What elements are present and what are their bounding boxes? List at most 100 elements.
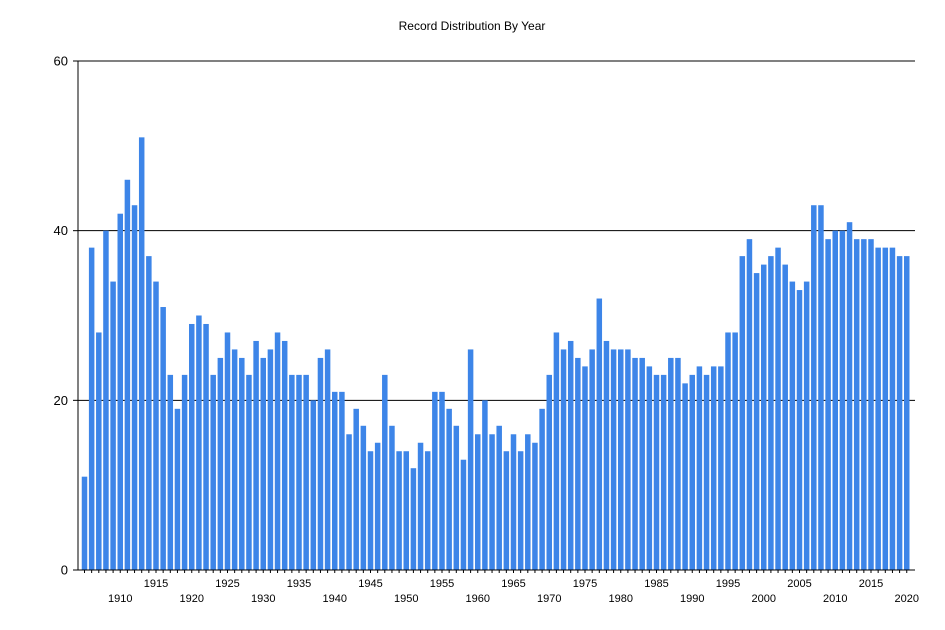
bar (274, 332, 281, 570)
bar (174, 408, 181, 570)
bar (825, 239, 831, 570)
bar (146, 256, 152, 570)
bar (896, 256, 903, 570)
bar (310, 400, 317, 570)
bar (153, 281, 159, 570)
x-tick-label: 2015 (859, 578, 883, 590)
x-tick-label: 1915 (144, 578, 168, 590)
bar (88, 247, 95, 570)
bar (718, 366, 724, 570)
bar (353, 408, 359, 570)
bar (782, 264, 788, 570)
bar (346, 434, 352, 570)
y-axis-ticks: 0 20 40 60 (54, 54, 78, 578)
bar (589, 349, 595, 570)
bar (875, 247, 881, 570)
bar (403, 451, 409, 570)
bar (567, 340, 574, 570)
x-tick-label: 1985 (644, 578, 668, 590)
bar (846, 222, 853, 570)
bar (525, 434, 531, 570)
bar (432, 391, 438, 570)
bar (124, 179, 131, 570)
bar (167, 374, 174, 570)
x-tick-label: 1940 (323, 593, 347, 605)
bar (596, 298, 603, 570)
x-tick-label: 1990 (680, 593, 704, 605)
x-tick-label: 1955 (430, 578, 454, 590)
bar (539, 408, 545, 570)
bar (725, 332, 731, 570)
bar (882, 247, 889, 570)
bar (696, 366, 703, 570)
bar (446, 408, 452, 570)
bar (117, 213, 123, 570)
bar (417, 442, 424, 570)
bar (803, 281, 810, 570)
bar (839, 230, 846, 571)
bar (267, 349, 274, 570)
bar (653, 374, 660, 570)
bar (625, 349, 631, 570)
bar (732, 332, 738, 570)
x-tick-label: 2010 (823, 593, 847, 605)
bar (210, 374, 216, 570)
bar (96, 332, 102, 570)
x-tick-label: 1950 (394, 593, 418, 605)
bar (904, 256, 910, 570)
bar (510, 434, 517, 570)
bar (453, 425, 460, 570)
bar (231, 349, 238, 570)
bar (746, 239, 753, 570)
bar (389, 425, 395, 570)
bar (861, 239, 867, 570)
bar (789, 281, 796, 570)
bar (768, 256, 774, 570)
x-tick-label: 1935 (287, 578, 311, 590)
bar (682, 383, 688, 570)
x-tick-label: 1945 (358, 578, 382, 590)
bar (703, 374, 710, 570)
bar (503, 451, 510, 570)
bar (81, 476, 88, 570)
bar (761, 264, 767, 570)
bar (517, 451, 524, 570)
bar (246, 374, 252, 570)
bar (203, 323, 209, 570)
x-tick-label: 1965 (501, 578, 525, 590)
bar (339, 391, 345, 570)
bar (639, 357, 645, 570)
y-tick-label: 0 (61, 563, 68, 578)
bar (360, 425, 367, 570)
bar (546, 374, 552, 570)
bar (303, 374, 309, 570)
bar (796, 290, 803, 570)
bar (618, 349, 624, 570)
x-tick-label: 1910 (108, 593, 132, 605)
x-tick-label: 1930 (251, 593, 275, 605)
bar (396, 451, 402, 570)
bar (710, 366, 717, 570)
bar (832, 230, 838, 571)
bar (281, 340, 288, 570)
bar (775, 247, 781, 570)
bar (439, 391, 445, 570)
bar (553, 332, 560, 570)
x-tick-label: 1970 (537, 593, 561, 605)
x-tick-label: 2005 (787, 578, 811, 590)
bar (324, 349, 331, 570)
bar (424, 451, 431, 570)
bar (689, 374, 695, 570)
x-tick-label: 1925 (215, 578, 239, 590)
x-tick-label: 1980 (609, 593, 633, 605)
bar (646, 366, 653, 570)
bar (489, 434, 495, 570)
bar (196, 315, 202, 570)
bar (374, 442, 381, 570)
bar (889, 247, 896, 570)
x-tick-label: 1960 (466, 593, 490, 605)
bar (582, 366, 588, 570)
bar (239, 357, 245, 570)
bar (818, 205, 824, 570)
bar (868, 239, 874, 570)
